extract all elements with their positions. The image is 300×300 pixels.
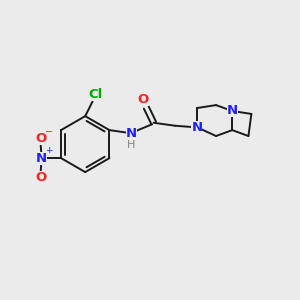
Text: Cl: Cl [88,88,103,100]
Text: O: O [138,93,149,106]
Text: H: H [127,140,136,150]
Text: N: N [227,104,238,118]
Text: O: O [35,171,46,184]
Text: N: N [191,121,203,134]
Text: N: N [126,127,137,140]
Text: −: − [46,127,54,136]
Text: O: O [35,133,46,146]
Text: N: N [36,152,47,165]
Text: +: + [45,146,52,155]
